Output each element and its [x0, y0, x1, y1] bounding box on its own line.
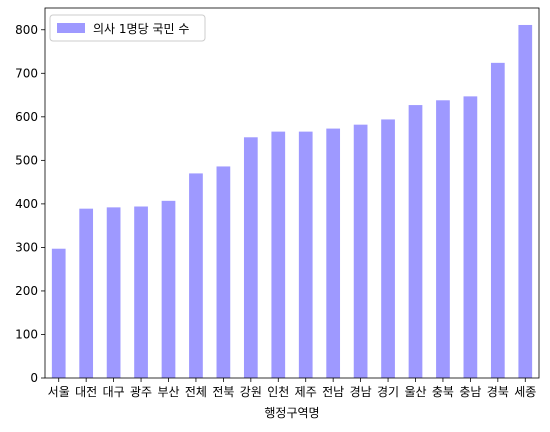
y-tick-label: 200: [15, 284, 38, 298]
x-tick-label: 전북: [212, 385, 234, 399]
bar-경남: [354, 125, 368, 378]
bar-경북: [491, 63, 505, 378]
bar-강원: [244, 137, 258, 378]
y-tick-label: 500: [15, 153, 38, 167]
x-axis-label: 행정구역명: [264, 405, 319, 420]
legend: 의사 1명당 국민 수: [50, 15, 205, 41]
bar-대구: [107, 207, 121, 378]
bar-광주: [134, 206, 148, 378]
y-tick-label: 700: [15, 66, 38, 80]
y-tick-label: 400: [15, 197, 38, 211]
bar-경기: [381, 119, 395, 378]
bar-충북: [436, 100, 450, 378]
x-tick-label: 전체: [185, 385, 207, 399]
x-tick-label: 부산: [157, 385, 179, 399]
bar-전체: [189, 173, 203, 378]
x-tick-label: 경북: [487, 385, 509, 399]
x-tick-label: 광주: [130, 385, 152, 399]
bar-전남: [326, 129, 340, 378]
y-tick-label: 800: [15, 23, 38, 37]
x-tick-label: 강원: [240, 385, 262, 399]
y-tick-label: 600: [15, 110, 38, 124]
x-tick-label: 전남: [322, 385, 344, 399]
bar-인천: [271, 132, 285, 378]
x-tick-label: 대전: [75, 385, 97, 399]
legend-swatch: [57, 23, 85, 33]
x-tick-label: 충남: [459, 385, 481, 399]
legend-label: 의사 1명당 국민 수: [93, 22, 189, 36]
bar-세종: [518, 25, 532, 378]
bar-전북: [217, 166, 231, 378]
bar-서울: [52, 249, 66, 378]
y-tick-label: 100: [15, 327, 38, 341]
bar-충남: [464, 96, 478, 378]
x-tick-label: 세종: [514, 385, 536, 399]
y-tick-label: 0: [30, 371, 38, 385]
x-tick-label: 제주: [295, 385, 317, 399]
bar-제주: [299, 132, 313, 378]
x-tick-label: 울산: [404, 385, 426, 399]
bar-대전: [79, 209, 93, 378]
bar-부산: [162, 201, 176, 378]
y-tick-label: 300: [15, 240, 38, 254]
x-tick-label: 서울: [48, 385, 70, 399]
x-tick-label: 충북: [432, 385, 454, 399]
x-tick-label: 인천: [267, 384, 289, 399]
bar-울산: [409, 105, 423, 378]
x-tick-label: 대구: [103, 385, 125, 399]
x-tick-label: 경기: [377, 385, 399, 399]
x-tick-label: 경남: [350, 385, 372, 399]
